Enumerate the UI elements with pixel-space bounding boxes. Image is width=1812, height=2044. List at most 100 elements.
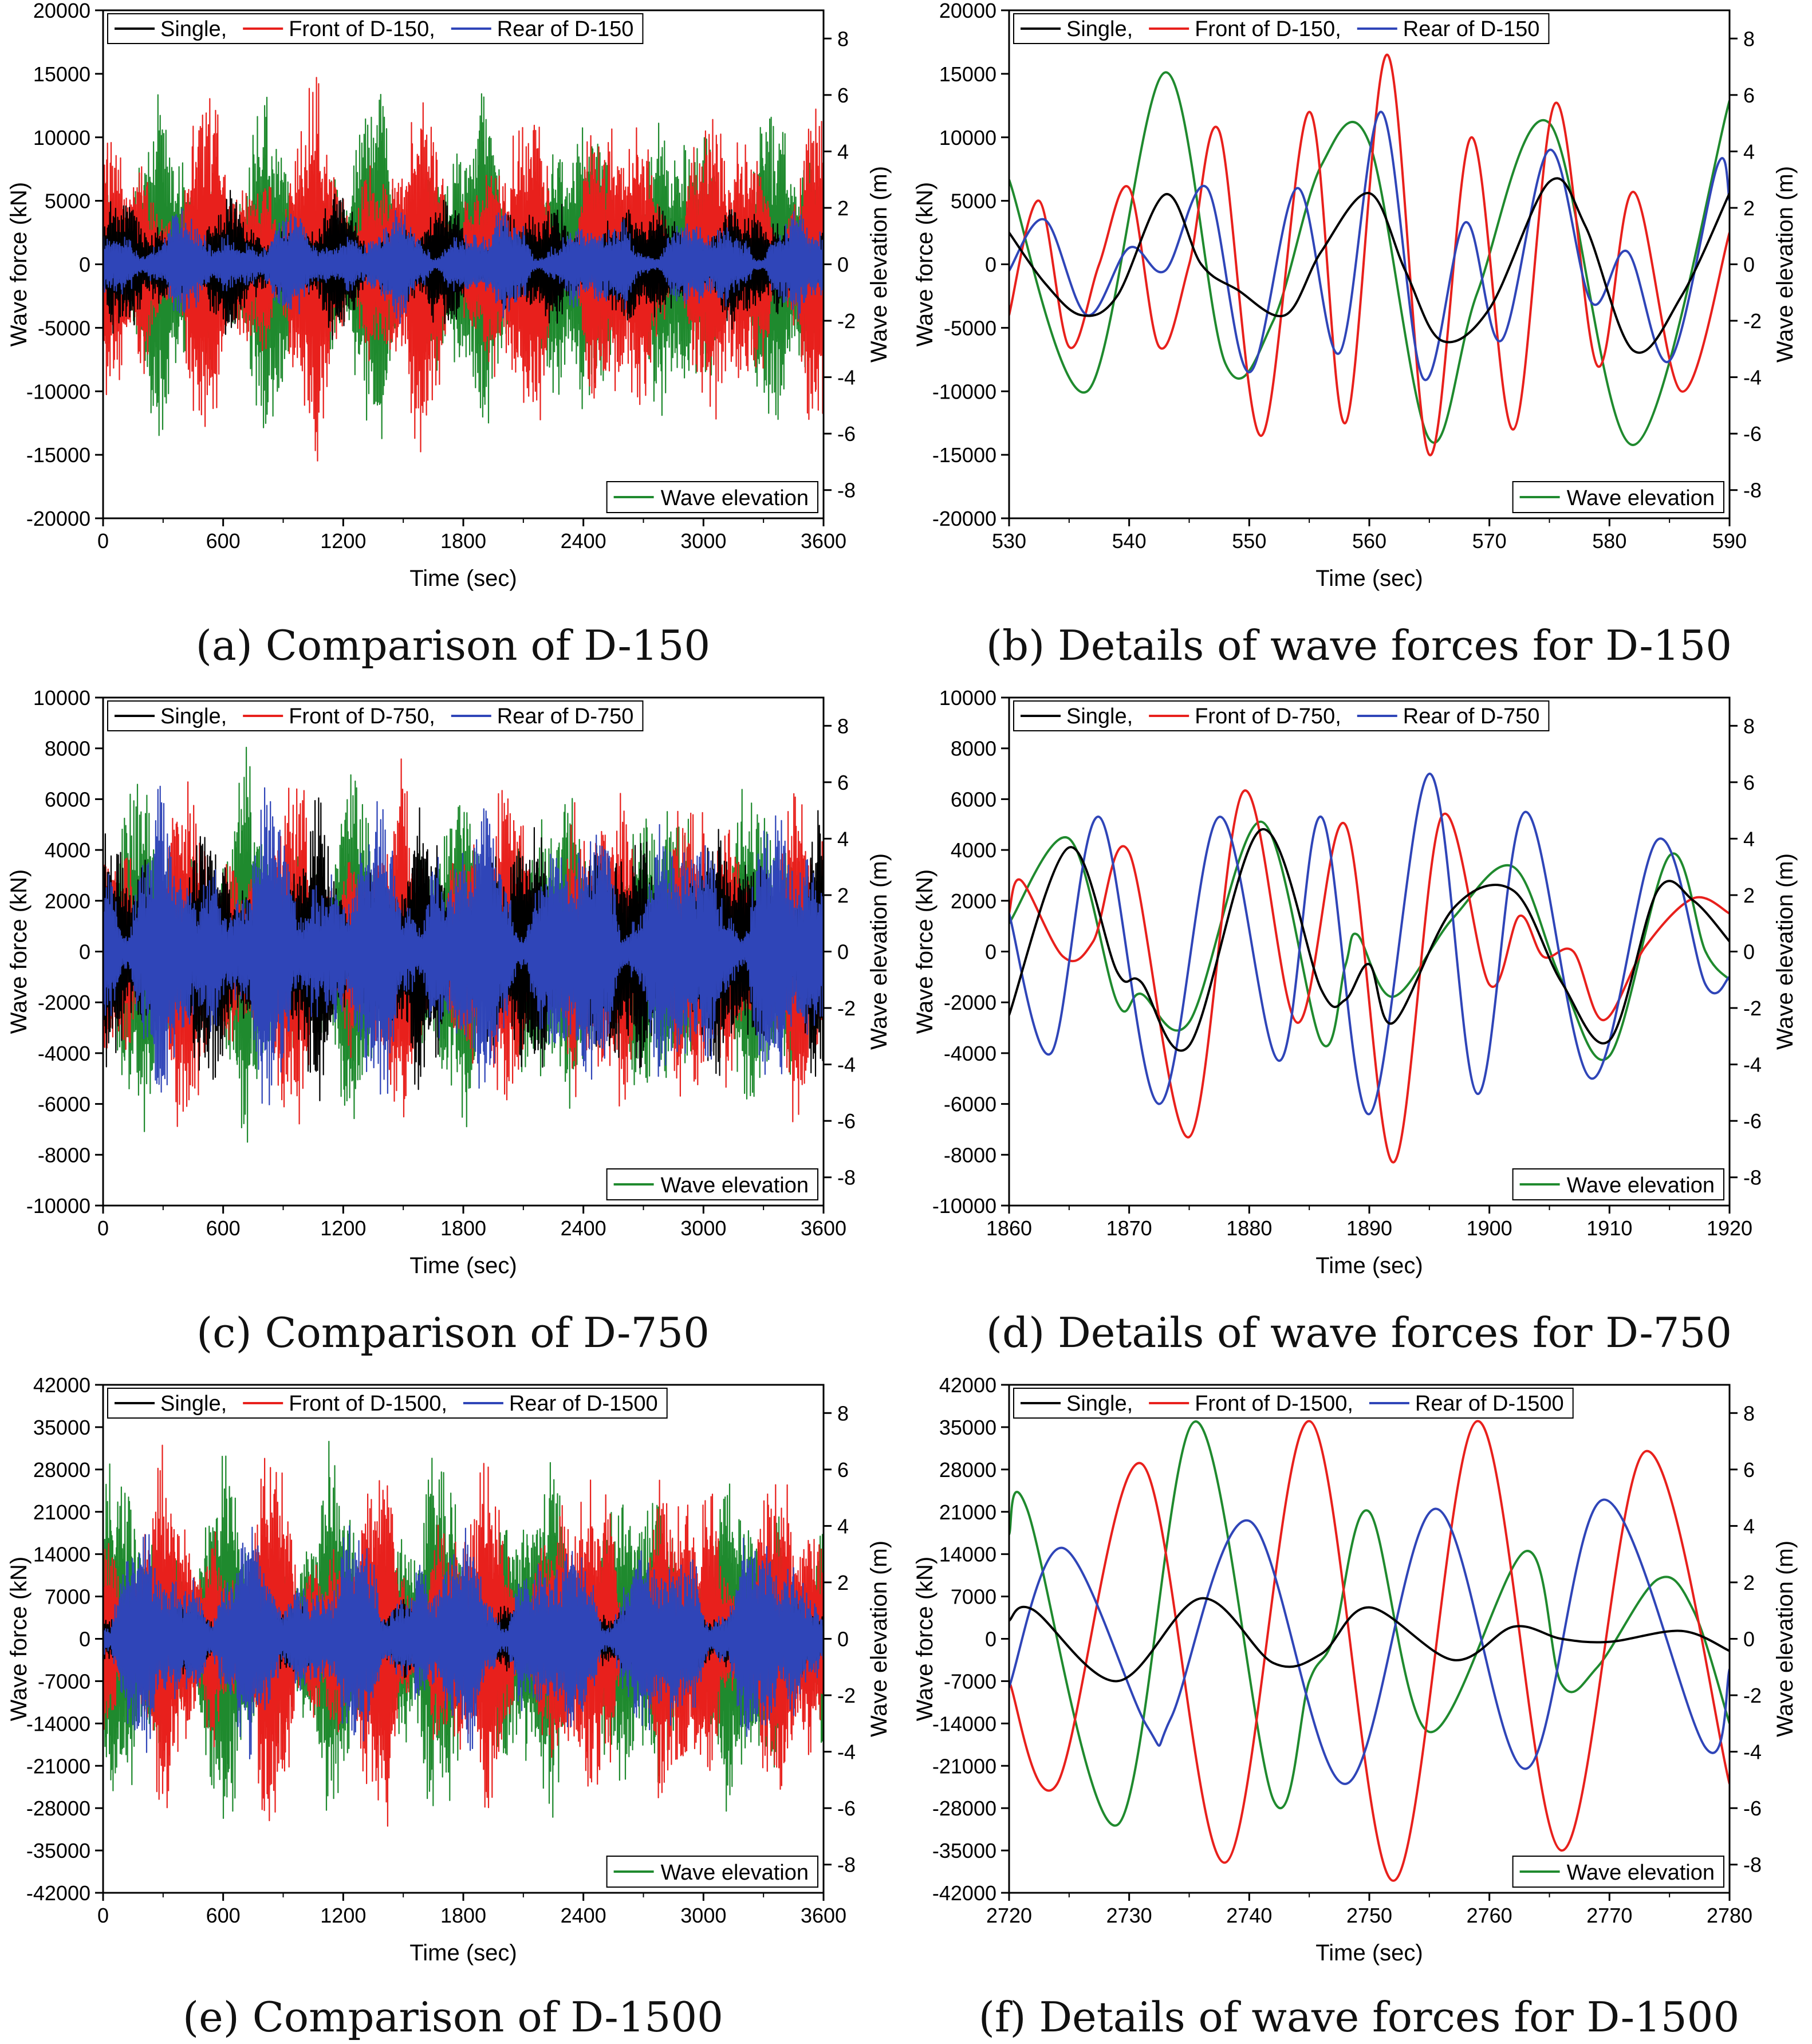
panel-a-y-axis-title: Wave force (kN) (6, 182, 31, 346)
panel-b-legend-top: Single, Front of D-150, Rear of D-150 (1013, 13, 1550, 44)
caption-d: (d) Details of wave forces for D-750 (986, 1309, 1732, 1357)
panel-f-legend-label-single: Single, (1066, 1392, 1133, 1416)
panel-d-y-tick-label-9: 8000 (951, 737, 996, 761)
panel-b-y2-tick-label-4: 0 (1743, 253, 1755, 277)
panel-e-legend-top: Single, Front of D-1500, Rear of D-1500 (107, 1388, 668, 1419)
panel-c-legend-label-front: Front of D-750, (289, 704, 435, 728)
panel-f-chart: 2720 2730 2740 2750 2760 2770 2780 -42000 -35000… (912, 1373, 1798, 1966)
panel-c-y2-tick-label-1: -6 (837, 1109, 856, 1133)
caption-f: (f) Details of wave forces for D-1500 (978, 1993, 1740, 2041)
panel-d-x-tick-label-0: 1860 (986, 1216, 1032, 1240)
panel-f-y2-tick-label-3: -2 (1743, 1684, 1762, 1707)
panel-c-y-tick-label-8: 6000 (45, 787, 90, 811)
panel-a-x-tick-label-5: 3000 (680, 529, 726, 553)
panel-a-legend-label-single: Single, (160, 17, 227, 41)
panel-f-y-tick-label-3: -21000 (932, 1754, 996, 1778)
panel-c-y-tick-label-10: 10000 (33, 686, 90, 710)
panel-a-x-tick-label-4: 2400 (561, 529, 606, 553)
panel-c-chart: 0 600 1200 1800 2400 3000 3600-10000-8000-6000… (6, 686, 892, 1278)
panel-c-y-tick-label-7: 4000 (45, 838, 90, 862)
panel-a-legend-bottom: Wave elevation (606, 481, 818, 513)
panel-b-y-tick-label-8: 20000 (939, 0, 996, 22)
panel-b-y2-tick-label-2: -4 (1743, 366, 1762, 389)
panel-d-series-group (1009, 773, 1730, 1164)
panel-a-y2-tick-label-2: -4 (837, 366, 856, 389)
panel-e-y2-tick-label-3: -2 (837, 1684, 856, 1707)
panel-f-y-tick-label-0: -42000 (932, 1881, 996, 1905)
panel-f-y-tick-label-12: 42000 (939, 1373, 996, 1397)
panel-b-legend-label-front: Front of D-150, (1195, 17, 1341, 41)
panel-d-chart: 1860 1870 1880 1890 1900 1910 1920 -10000 -8000 -… (912, 686, 1798, 1278)
panel-e-legend-label-rear: Rear of D-1500 (509, 1392, 658, 1416)
panel-d-legend-top-box (1013, 700, 1550, 731)
panel-c-y2-tick-label-7: 6 (837, 771, 849, 794)
panel-b-y2-tick-label-6: 4 (1743, 140, 1755, 163)
panel-f-y2-tick-label-8: 8 (1743, 1401, 1755, 1425)
panel-a-y-tick-label-3: -5000 (38, 316, 90, 340)
panel-f-x-tick-label-5: 2770 (1586, 1904, 1632, 1927)
panel-e-x-tick-label-2: 1200 (320, 1904, 366, 1927)
panel-e-x-tick-label-6: 3600 (801, 1904, 846, 1927)
panel-a-y-tick-label-4: 0 (79, 253, 90, 277)
panel-e-x-tick-label-3: 1800 (440, 1904, 486, 1927)
panel-b-y2-tick-label-5: 2 (1743, 196, 1755, 220)
panel-c-y-tick-label-3: -4000 (38, 1042, 90, 1065)
panel-c-x-axis-title: Time (sec) (409, 1253, 517, 1278)
panel-f-y2-tick-label-0: -8 (1743, 1853, 1762, 1877)
panel-b-series-rear (1009, 111, 1730, 381)
panel-c-y-tick-label-2: -6000 (38, 1093, 90, 1116)
panel-a-y2-tick-label-6: 4 (837, 140, 849, 163)
panel-b-y-tick-label-4: 0 (985, 253, 996, 277)
panel-e-y-tick-label-11: 35000 (33, 1416, 90, 1439)
panel-e-y-tick-label-0: -42000 (26, 1881, 90, 1905)
panel-d-legend-label-single: Single, (1066, 704, 1133, 728)
panel-a-y-tick-label-5: 5000 (45, 190, 90, 213)
panel-a-x-tick-label-3: 1800 (440, 529, 486, 553)
panel-e-legend-label-front: Front of D-1500, (289, 1392, 447, 1416)
panel-b-legend-label-wave: Wave elevation (1567, 486, 1715, 510)
panel-b-series-group (1009, 53, 1730, 456)
panel-c-series-group (103, 746, 824, 1143)
panel-e-y-tick-label-1: -35000 (26, 1839, 90, 1862)
panel-f-y-tick-label-9: 21000 (939, 1500, 996, 1524)
panel-e-x-tick-label-5: 3000 (680, 1904, 726, 1927)
panel-d-y-tick-label-10: 10000 (939, 686, 996, 710)
panel-d-series-single (1009, 828, 1730, 1052)
panel-a-series-group (103, 77, 824, 462)
panel-b-x-axis-title: Time (sec) (1315, 566, 1423, 591)
caption-b: (b) Details of wave forces for D-150 (986, 621, 1732, 669)
panel-e-y-tick-label-6: 0 (79, 1628, 90, 1651)
panel-c-y2-tick-label-4: 0 (837, 940, 849, 964)
panel-b-y2-axis-title: Wave elevation (m) (1772, 166, 1798, 363)
panel-f-y2-axis-title: Wave elevation (m) (1772, 1541, 1798, 1737)
panel-f-series-single (1009, 1597, 1730, 1683)
panel-f-legend-bottom: Wave elevation (1512, 1856, 1724, 1888)
panel-d-y-tick-label-0: -10000 (932, 1194, 996, 1218)
panel-e-y2-tick-label-7: 6 (837, 1458, 849, 1482)
panel-a-legend-label-wave: Wave elevation (661, 486, 809, 510)
panel-f-y2-tick-label-4: 0 (1743, 1628, 1755, 1651)
panel-d-y2-tick-label-8: 8 (1743, 714, 1755, 738)
panel-e-y-tick-label-5: -7000 (38, 1669, 90, 1693)
panel-e-y-tick-label-12: 42000 (33, 1373, 90, 1397)
panel-b-y-tick-label-7: 15000 (939, 62, 996, 86)
panel-c-y2-axis-title: Wave elevation (m) (866, 853, 892, 1050)
panel-e-chart: 0 600 1200 1800 2400 3000 3600-42000-35000-280… (6, 1373, 892, 1966)
panel-e-y2-tick-label-5: 2 (837, 1571, 849, 1594)
panel-d-y-tick-label-6: 2000 (951, 889, 996, 913)
panel-f-x-tick-label-3: 2750 (1346, 1904, 1392, 1927)
panel-f-series-rear (1009, 1498, 1730, 1785)
panel-b-x-tick-label-3: 560 (1352, 529, 1386, 553)
panel-c-y2-tick-label-5: 2 (837, 884, 849, 907)
panel-e-y-axis-title: Wave force (kN) (6, 1557, 31, 1721)
panel-f-y-tick-label-2: -28000 (932, 1797, 996, 1820)
panel-f-x-tick-label-4: 2760 (1467, 1904, 1512, 1927)
panel-b-series-single (1009, 177, 1730, 354)
panel-d-plot-area (1009, 698, 1730, 1206)
panel-d-y2-tick-label-1: -6 (1743, 1109, 1762, 1133)
panel-b-legend-label-rear: Rear of D-150 (1403, 17, 1540, 41)
panel-e-legend-top-box (107, 1388, 668, 1419)
panel-a-x-tick-label-2: 1200 (320, 529, 366, 553)
panel-e-y-tick-label-9: 21000 (33, 1500, 90, 1524)
panel-e-x-tick-label-4: 2400 (561, 1904, 606, 1927)
